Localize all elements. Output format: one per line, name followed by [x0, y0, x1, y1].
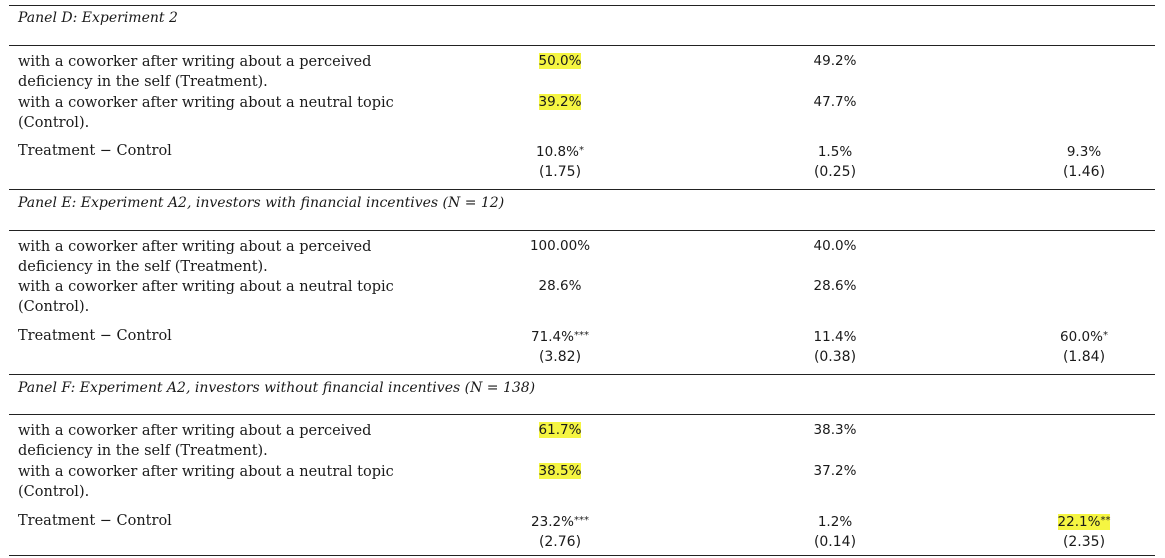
panel-title: Panel E: Experiment A2, investors with f…: [18, 195, 505, 211]
cell-value: 39.2%: [500, 94, 620, 110]
row-description: with a coworker after writing about a ne…: [18, 464, 394, 500]
diff-value: 11.4%: [813, 329, 857, 345]
table-rule: [9, 374, 1155, 375]
cell-value: 38.5%: [500, 463, 620, 479]
t-stat: (2.35): [1062, 534, 1106, 550]
diff-value: 22.1%**: [1024, 514, 1144, 530]
cell-value: 61.7%: [500, 422, 620, 438]
highlighted-value: 61.7%: [538, 422, 582, 438]
highlighted-value: 39.2%: [538, 94, 582, 110]
row-description: with a coworker after writing about a pe…: [18, 423, 372, 459]
diff-label: Treatment − Control: [18, 328, 172, 344]
table-rule: [9, 45, 1155, 46]
diff-value: 10.8%*: [536, 144, 584, 160]
t-stat: (1.84): [1062, 349, 1106, 365]
row-description: with a coworker after writing about a pe…: [18, 239, 372, 275]
cell-value: 100.00%: [529, 238, 591, 254]
diff-value: 1.5%: [817, 144, 853, 160]
cell-value: 38.3%: [813, 422, 857, 438]
diff-value: 9.3%: [1066, 144, 1102, 160]
table-rule: [9, 555, 1155, 556]
table-rule: [9, 189, 1155, 190]
row-description: with a coworker after writing about a pe…: [18, 54, 372, 90]
diff-label: Treatment − Control: [18, 143, 172, 159]
diff-label: Treatment − Control: [18, 513, 172, 529]
table-rule: [9, 5, 1155, 6]
cell-value: 28.6%: [813, 278, 857, 294]
cell-value: 50.0%: [500, 53, 620, 69]
cell-value: 47.7%: [813, 94, 857, 110]
significance-stars: *: [1102, 330, 1108, 341]
diff-value: 71.4%***: [531, 329, 589, 345]
diff-value: 23.2%***: [531, 514, 589, 530]
diff-value: 1.2%: [817, 514, 853, 530]
panel-title: Panel D: Experiment 2: [18, 10, 178, 26]
cell-value: 37.2%: [813, 463, 857, 479]
row-description: with a coworker after writing about a ne…: [18, 95, 394, 131]
diff-value: 60.0%*: [1060, 329, 1108, 345]
cell-value: 49.2%: [813, 53, 857, 69]
highlighted-value: 50.0%: [538, 53, 582, 69]
cell-value: 28.6%: [538, 278, 582, 294]
highlighted-value: 22.1%**: [1057, 514, 1111, 530]
t-stat: (0.25): [813, 164, 857, 180]
panel-title: Panel F: Experiment A2, investors withou…: [18, 380, 536, 396]
t-stat: (3.82): [538, 349, 582, 365]
row-description: with a coworker after writing about a ne…: [18, 279, 394, 315]
t-stat: (1.75): [538, 164, 582, 180]
highlighted-value: 38.5%: [538, 463, 582, 479]
significance-stars: *: [578, 145, 584, 156]
table-rule: [9, 414, 1155, 415]
t-stat: (1.46): [1062, 164, 1106, 180]
table-rule: [9, 230, 1155, 231]
significance-stars: ***: [573, 515, 589, 526]
t-stat: (2.76): [538, 534, 582, 550]
t-stat: (0.14): [813, 534, 857, 550]
t-stat: (0.38): [813, 349, 857, 365]
significance-stars: ***: [573, 330, 589, 341]
cell-value: 40.0%: [813, 238, 857, 254]
significance-stars: **: [1100, 515, 1111, 526]
